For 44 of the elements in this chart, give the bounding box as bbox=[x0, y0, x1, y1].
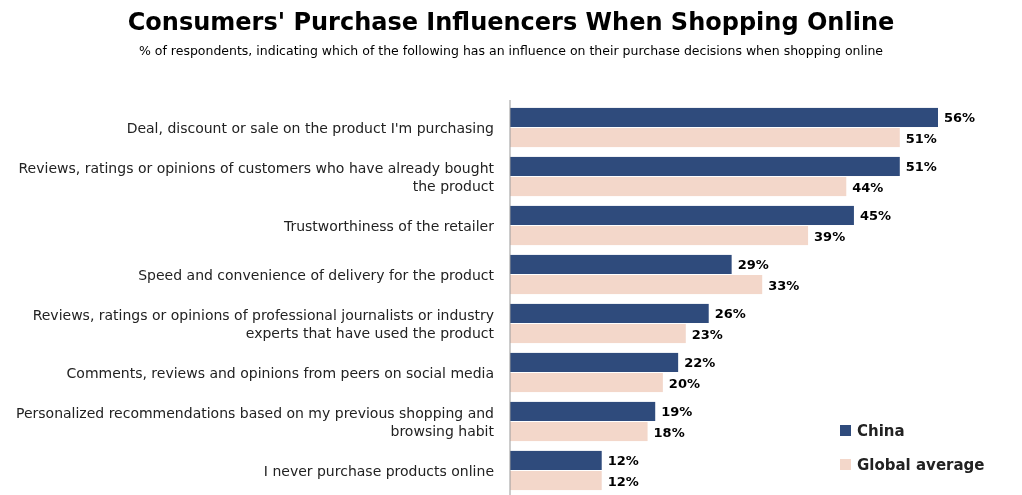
bar bbox=[510, 352, 679, 372]
bar bbox=[510, 401, 656, 421]
legend-label: Global average bbox=[857, 456, 985, 474]
bar bbox=[510, 450, 602, 470]
bar bbox=[510, 156, 900, 177]
legend-label: China bbox=[857, 422, 905, 440]
data-label: 33% bbox=[768, 277, 800, 293]
chart-title: Consumers' Purchase Influencers When Shopping Online bbox=[127, 8, 895, 36]
y-tick-label: Reviews, ratings or opinions of customers who have already bought the product bbox=[18, 160, 495, 195]
bar bbox=[510, 205, 854, 225]
bar bbox=[510, 177, 847, 197]
data-label: 56% bbox=[944, 110, 976, 126]
bar bbox=[510, 128, 900, 148]
data-label: 12% bbox=[607, 453, 639, 469]
data-label: 22% bbox=[684, 355, 716, 371]
data-label: 20% bbox=[668, 375, 700, 391]
bar bbox=[510, 275, 763, 295]
bar bbox=[510, 373, 663, 393]
bar bbox=[510, 254, 732, 274]
bar bbox=[510, 470, 602, 491]
data-label: 12% bbox=[607, 473, 639, 489]
chart-subtitle: % of respondents, indicating which of the following has an influence on their purchase decisions when shopping online bbox=[138, 43, 884, 58]
data-label: 39% bbox=[814, 228, 846, 244]
data-label: 45% bbox=[859, 208, 892, 224]
y-tick-label: I never purchase products online bbox=[263, 462, 494, 479]
y-tick-label: Trustworthiness of the retailer bbox=[282, 218, 495, 234]
y-tick-label: Reviews, ratings or opinions of professional journalists or industry experts that have used the product bbox=[32, 307, 495, 341]
bar bbox=[510, 107, 938, 128]
y-tick-label: Comments, reviews and opinions from peers on social media bbox=[66, 365, 494, 381]
data-label: 29% bbox=[737, 257, 769, 273]
y-tick-label: Personalized recommendations based on my previous shopping and browsing habit bbox=[15, 404, 495, 439]
bar bbox=[510, 421, 648, 442]
bar bbox=[510, 226, 809, 246]
data-label: 23% bbox=[691, 326, 723, 342]
data-label: 18% bbox=[653, 424, 685, 440]
data-label: 44% bbox=[852, 179, 884, 195]
data-label: 26% bbox=[714, 306, 746, 322]
data-label: 19% bbox=[661, 404, 693, 420]
bar bbox=[510, 324, 686, 344]
data-label: 51% bbox=[905, 159, 937, 175]
y-tick-label: Deal, discount or sale on the product I'm purchasing bbox=[126, 120, 494, 137]
data-label: 51% bbox=[905, 130, 937, 146]
y-tick-label: Speed and convenience of delivery for the product bbox=[138, 267, 495, 283]
bar bbox=[510, 303, 709, 323]
